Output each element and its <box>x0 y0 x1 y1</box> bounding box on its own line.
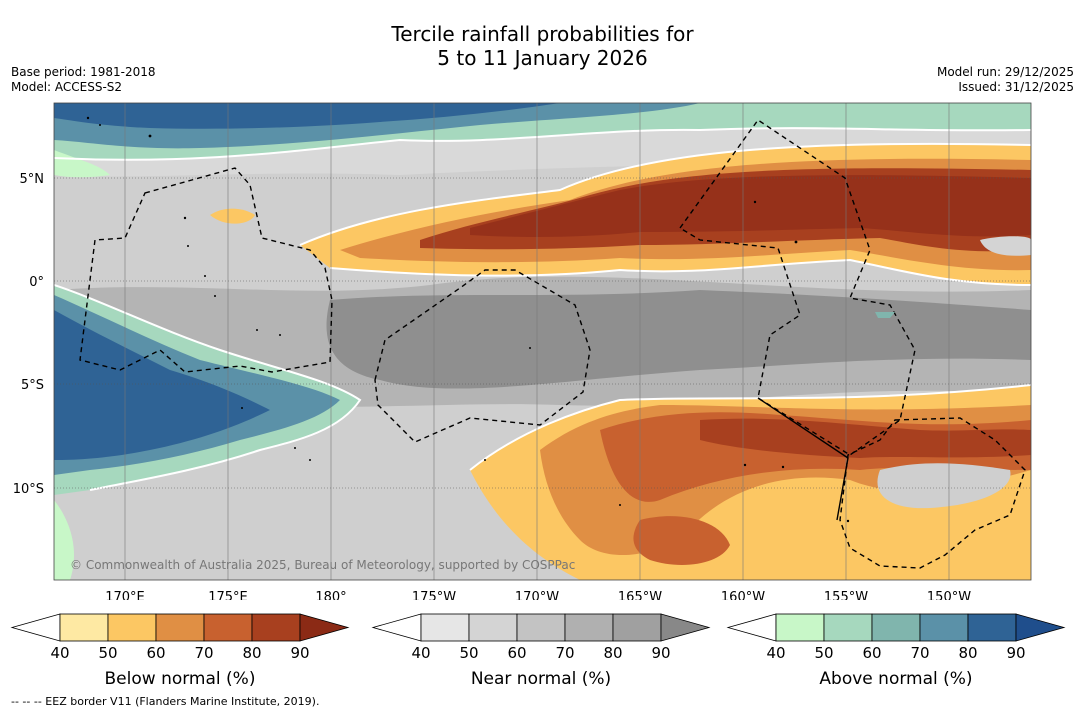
lon-label: 180° <box>315 590 346 600</box>
model-name: Model: ACCESS-S2 <box>11 80 123 94</box>
colorbar-tick: 70 <box>555 644 574 662</box>
colorbar-tick: 70 <box>194 644 213 662</box>
colorbar-segment <box>612 613 662 642</box>
model-run: Model run: 29/12/2025 <box>936 65 1074 79</box>
colorbar-segment <box>251 613 301 642</box>
colorbar-2: 40 50 60 70 80 90 Near normal (%) <box>371 613 711 689</box>
colorbar-segment <box>871 613 921 642</box>
colorbar-label: Below normal (%) <box>105 669 256 689</box>
colorbar-segment <box>564 613 614 642</box>
title-line-1: Tercile rainfall probabilities for <box>391 22 694 46</box>
map-frame <box>53 102 1032 581</box>
lon-label: 170°W <box>515 590 559 600</box>
small-island-patch <box>875 312 895 318</box>
colorbar-tick: 50 <box>98 644 117 662</box>
colorbar-label: Above normal (%) <box>819 669 972 689</box>
colorbar-segment <box>919 613 969 642</box>
colorbar-tick: 50 <box>814 644 833 662</box>
lat-label: 10°S <box>13 482 44 497</box>
colorbar-segment <box>203 613 253 642</box>
lon-label: 155°W <box>824 590 868 600</box>
colorbar-tick: 40 <box>766 644 785 662</box>
lat-label: 5°N <box>20 172 45 187</box>
colorbar-tick: 40 <box>411 644 430 662</box>
lat-labels: 5°N 0° 5°S 10°S <box>13 172 44 497</box>
colorbar-tick: 90 <box>290 644 309 662</box>
colorbar-tick: 90 <box>651 644 670 662</box>
map-title: Tercile rainfall probabilities for 5 to … <box>0 22 1085 70</box>
eez-footnote: -- -- -- EEZ border V11 (Flanders Marine… <box>11 695 320 708</box>
copyright-credit: © Commonwealth of Australia 2025, Bureau… <box>70 558 576 572</box>
colorbar-3: 40 50 60 70 80 90 Above normal (%) <box>726 613 1066 689</box>
colorbar-segment <box>420 613 470 642</box>
lon-label: 150°W <box>927 590 971 600</box>
lon-grid <box>124 103 950 580</box>
lon-label: 175°W <box>412 590 456 600</box>
lon-label: 160°W <box>721 590 765 600</box>
colorbar-low-arrow <box>371 613 422 642</box>
colorbar-legends: 40 50 60 70 80 90 Below normal (%) 40 50 60 70 80 90… <box>10 613 1066 689</box>
lon-label: 170°E <box>105 590 145 600</box>
lat-label: 5°S <box>21 378 44 393</box>
model-info: Base period: 1981-2018 Model: ACCESS-S2 <box>11 65 156 95</box>
eez-boundary-solid <box>757 397 849 521</box>
colorbar-segment <box>107 613 157 642</box>
colorbar-segment <box>468 613 518 642</box>
colorbar-segment <box>967 613 1017 642</box>
colorbar-tick: 90 <box>1006 644 1025 662</box>
colorbar-tick: 60 <box>862 644 881 662</box>
issued-date: Issued: 31/12/2025 <box>958 80 1074 94</box>
lon-label: 175°E <box>208 590 248 600</box>
lon-label: 165°W <box>618 590 662 600</box>
colorbar-tick: 80 <box>603 644 622 662</box>
colorbar-tick: 60 <box>146 644 165 662</box>
colorbar-high-arrow <box>299 613 350 642</box>
islands <box>86 116 850 523</box>
colorbar-low-arrow <box>726 613 777 642</box>
colorbar-tick: 70 <box>910 644 929 662</box>
lat-grid <box>54 177 1031 489</box>
colorbar-tick: 50 <box>459 644 478 662</box>
lon-labels: 170°E 175°E 180° 175°W 170°W 165°W 160°W… <box>105 590 971 600</box>
run-info: Model run: 29/12/2025 Issued: 31/12/2025 <box>937 65 1074 95</box>
colorbar-segment <box>516 613 566 642</box>
colorbar-segment <box>775 613 825 642</box>
colorbar-1: 40 50 60 70 80 90 Below normal (%) <box>10 613 350 689</box>
colorbar-tick: 80 <box>958 644 977 662</box>
colorbar-segment <box>59 613 109 642</box>
colorbar-segment <box>155 613 205 642</box>
colorbar-high-arrow <box>660 613 711 642</box>
colorbar-tick: 80 <box>242 644 261 662</box>
title-line-2: 5 to 11 January 2026 <box>437 46 648 70</box>
rainfall-map: 5°N 0° 5°S 10°S 170°E 175°E 180° 175°W 1… <box>13 102 1032 600</box>
colorbar-low-arrow <box>10 613 61 642</box>
base-period: Base period: 1981-2018 <box>11 65 156 79</box>
colorbar-tick: 60 <box>507 644 526 662</box>
colorbar-tick: 40 <box>50 644 69 662</box>
colorbar-label: Near normal (%) <box>471 669 611 689</box>
lat-label: 0° <box>29 275 44 290</box>
colorbar-high-arrow <box>1015 613 1066 642</box>
colorbar-segment <box>823 613 873 642</box>
map-fields <box>54 103 1031 580</box>
